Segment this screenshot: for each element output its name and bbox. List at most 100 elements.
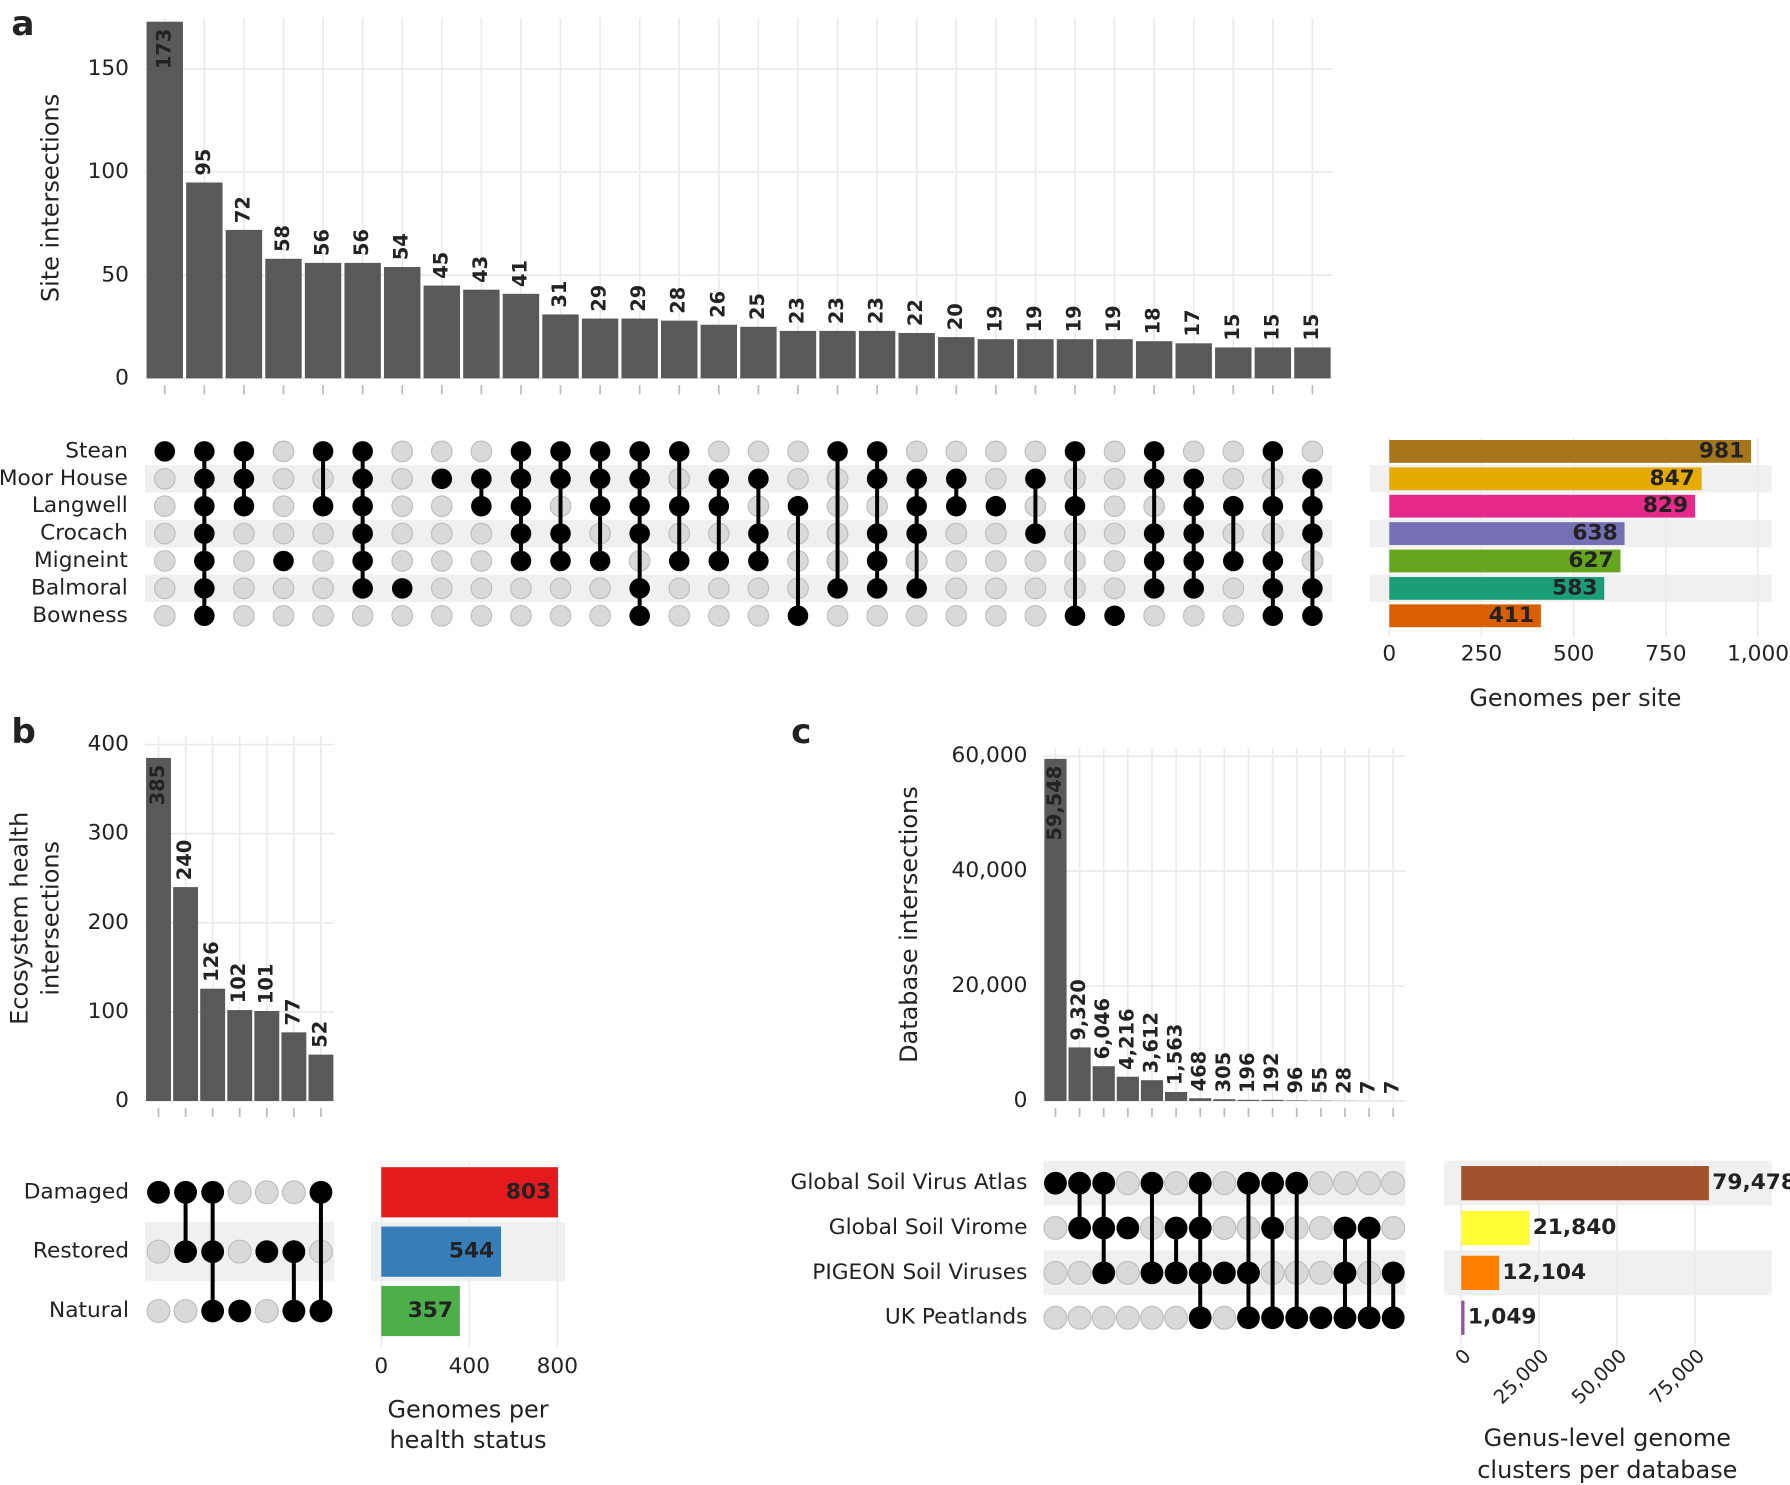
dot-filled [1164,1261,1188,1285]
dot-filled [866,550,888,572]
set-bar [1461,1255,1499,1291]
set-tick-label: 0 [1382,642,1396,667]
set-tick-label: 25,000 [1489,1344,1553,1408]
dot-empty [1115,1305,1140,1330]
dot-empty [391,550,414,572]
dot-filled [748,523,769,544]
row-shade [144,574,1333,603]
dot-filled [1092,1261,1116,1285]
set-tick-label: 750 [1645,642,1686,667]
dot-filled [194,605,215,627]
dot-filled [1143,523,1165,544]
dot-filled [1143,441,1165,462]
dot-filled [866,578,888,599]
dot-filled [589,441,611,462]
y-axis-label: Site intersections [36,94,64,302]
dot-empty [945,550,968,572]
dot-empty [945,440,968,463]
set-value-label: 583 [1552,575,1597,600]
dot-empty [1043,1216,1068,1241]
dot-empty [391,440,414,463]
dot-filled [1140,1171,1164,1195]
dot-filled [629,441,650,462]
dot-filled [1183,468,1204,490]
bar [581,318,619,379]
dot-empty [470,440,493,463]
bar [1096,339,1133,379]
bar [146,757,171,1101]
dot-filled [1092,1171,1116,1195]
dot-filled [1116,1216,1140,1240]
dot-filled [471,495,492,517]
dot-filled [194,550,215,572]
dot-filled [827,441,848,462]
bar-value-label: 43 [469,256,492,283]
dot-empty [391,522,414,545]
bar-value-label: 26 [706,291,729,318]
set-label: Balmoral [31,575,128,600]
y-tick-label: 0 [115,1088,129,1113]
dot-filled [352,441,373,462]
dot-filled [589,495,611,517]
set-label: Global Soil Virome [829,1215,1028,1240]
y-tick-label: 150 [88,56,129,81]
dot-empty [146,1239,171,1264]
dot-empty [233,550,255,572]
dot-empty [984,467,1007,490]
dot-filled [1285,1306,1309,1330]
dot-filled [255,1240,279,1264]
dot-filled [1302,523,1323,544]
dot-filled [629,523,650,544]
dot-empty [826,604,849,627]
bar [1056,339,1094,379]
set-value-label: 638 [1572,521,1617,546]
bar-value-label: 58 [271,225,294,252]
dot-empty [984,577,1007,600]
set-bar [381,1226,502,1277]
dot-empty [549,577,572,600]
bar-value-label: 9,320 [1067,979,1090,1040]
dot-empty [430,604,453,627]
bar-value-label: 192 [1260,1053,1283,1093]
set-bar [1461,1210,1530,1246]
set-tick-label: 0 [1451,1344,1476,1369]
dot-empty [1103,550,1126,572]
bar [1092,1066,1115,1101]
dot-filled [174,1180,198,1204]
bar-value-label: 20 [944,303,967,330]
dot-empty [233,604,255,627]
dot-filled [309,1299,333,1323]
dot-empty [1222,577,1245,600]
dot-empty [945,522,968,545]
dot-empty [233,522,255,545]
dot-empty [272,577,295,600]
bar-value-label: 7 [1381,1081,1404,1094]
bar-value-label: 19 [1023,305,1046,332]
bar-value-label: 41 [508,260,531,287]
dot-filled [1237,1261,1260,1285]
dot-empty [1332,1171,1357,1196]
dot-empty [1043,1260,1068,1285]
dot-empty [153,467,176,490]
dot-filled [194,495,215,517]
dot-filled [201,1299,225,1323]
dot-empty [1381,1216,1406,1241]
dot-filled [945,468,967,490]
dot-filled [510,550,532,572]
set-value-label: 627 [1568,548,1613,573]
bar-value-label: 28 [667,287,690,314]
dot-empty [1212,1171,1237,1196]
bar-value-label: 15 [1300,314,1323,341]
dot-filled [1188,1306,1212,1330]
dot-empty [233,577,255,600]
set-bar [1389,604,1541,628]
dot-filled [629,578,650,599]
set-value-label: 981 [1699,438,1744,463]
dot-empty [1164,1305,1189,1330]
set-axis-label: health status [389,1426,546,1454]
bar [779,330,817,379]
bar [1189,1098,1212,1101]
set-value-label: 544 [449,1239,494,1264]
dot-empty [272,495,295,518]
dot-filled [1333,1216,1357,1240]
